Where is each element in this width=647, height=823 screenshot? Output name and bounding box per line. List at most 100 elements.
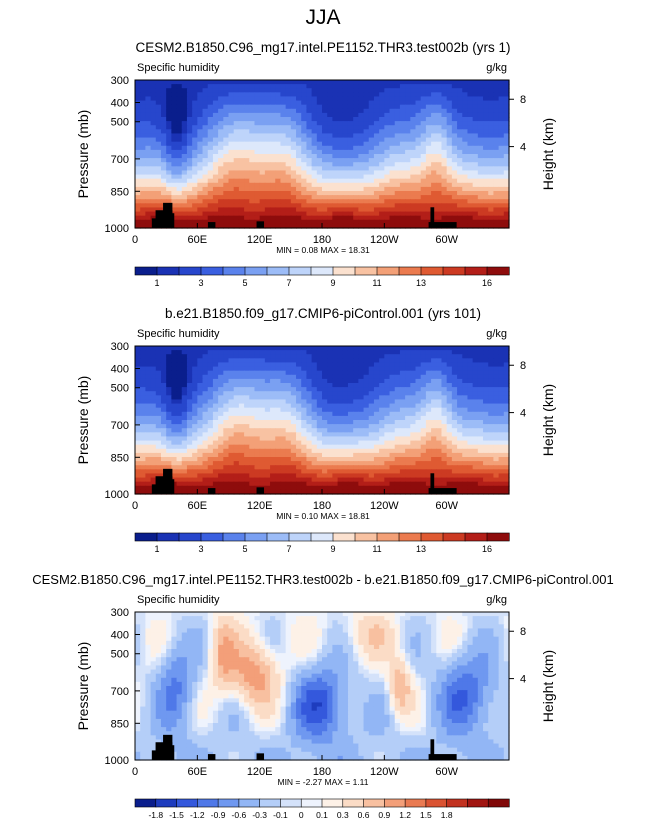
colorbar-swatch <box>178 266 202 276</box>
colorbar-label: 5 <box>242 278 247 288</box>
ytick-label: 400 <box>111 97 129 109</box>
colorbar-swatch <box>446 798 469 808</box>
colorbar-swatch <box>486 532 510 542</box>
colorbar-label: 1.8 <box>441 810 453 820</box>
colorbar-swatch <box>280 798 302 808</box>
xtick-label: 60W <box>435 766 458 778</box>
topography-mask <box>163 734 173 760</box>
colorbar-swatch <box>332 266 356 276</box>
y-axis-right-title: Height (km) <box>540 650 556 722</box>
colorbar-swatch <box>376 266 400 276</box>
topography-mask <box>168 745 175 760</box>
colorbar-swatch <box>238 798 261 808</box>
ytick-label: 850 <box>111 718 129 730</box>
colorbar-swatch <box>217 798 240 808</box>
ytick-label: 1000 <box>105 489 129 501</box>
topography-mask <box>207 222 216 228</box>
panel-title: CESM2.B1850.C96_mg17.intel.PE1152.THR3.t… <box>136 40 511 55</box>
ytick-label: 500 <box>111 117 129 129</box>
colorbar-swatch <box>464 266 488 276</box>
ytick-label: 500 <box>111 649 129 661</box>
topography-mask <box>428 754 457 760</box>
colorbar-swatch <box>354 532 378 542</box>
colorbar-label: 13 <box>416 544 426 554</box>
figure-title: JJA <box>305 6 340 29</box>
colorbar-label: 16 <box>482 544 492 554</box>
xtick-label: 60W <box>435 500 458 512</box>
ytick-label: 300 <box>111 75 129 87</box>
colorbar-swatch <box>197 798 219 808</box>
colorbar-swatch <box>300 798 323 808</box>
colorbar-swatch <box>288 266 312 276</box>
colorbar-label: -0.6 <box>232 810 247 820</box>
topography-mask <box>256 487 265 494</box>
heatmap-field <box>135 612 510 761</box>
panel-middle: b.e21.B1850.f09_g17.CMIP6-piControl.001 … <box>75 306 556 554</box>
colorbar-swatch <box>442 532 466 542</box>
panel-title: CESM2.B1850.C96_mg17.intel.PE1152.THR3.t… <box>32 572 614 587</box>
topography-mask <box>207 754 216 760</box>
colorbar-label: 11 <box>372 544 381 554</box>
colorbar-label: 1.2 <box>399 810 411 820</box>
colorbar-swatch <box>156 532 180 542</box>
colorbar-swatch <box>134 798 157 808</box>
ytick-right-label: 4 <box>520 142 526 154</box>
colorbar-label: 16 <box>482 278 492 288</box>
ytick-label: 500 <box>111 383 129 395</box>
colorbar-swatch <box>134 266 158 276</box>
variable-label: Specific humidity <box>137 328 220 340</box>
colorbar-label: 7 <box>286 278 291 288</box>
colorbar-swatch <box>420 266 444 276</box>
colorbar-swatch <box>442 266 466 276</box>
ytick-label: 700 <box>111 420 129 432</box>
colorbar-swatch <box>134 532 158 542</box>
colorbar-swatch <box>404 798 427 808</box>
y-axis-right-title: Height (km) <box>540 384 556 456</box>
heatmap-field <box>135 346 510 495</box>
colorbar-swatch <box>176 798 198 808</box>
min-max-stats: MIN = -2.27 MAX = 1.11 <box>277 777 368 787</box>
colorbar-swatch <box>363 798 385 808</box>
topography-mask <box>430 207 435 228</box>
units-label: g/kg <box>486 594 507 606</box>
colorbar-label: 1 <box>154 278 159 288</box>
topography-mask <box>430 473 435 494</box>
colorbar-swatch <box>155 798 178 808</box>
colorbar-swatch <box>398 532 422 542</box>
colorbar-swatch <box>486 266 510 276</box>
y-axis-title: Pressure (mb) <box>75 642 91 731</box>
topography-mask <box>256 221 265 228</box>
xtick-label: 120W <box>370 500 399 512</box>
chart-panels: CESM2.B1850.C96_mg17.intel.PE1152.THR3.t… <box>32 40 614 820</box>
colorbar-swatch <box>487 798 510 808</box>
colorbar-swatch <box>332 532 356 542</box>
colorbar-swatch <box>244 532 268 542</box>
topography-mask <box>168 479 175 494</box>
colorbar-label: 7 <box>286 544 291 554</box>
colorbar-swatch <box>464 532 488 542</box>
y-axis-right-title: Height (km) <box>540 118 556 190</box>
topography-mask <box>430 739 435 760</box>
topography-mask <box>256 753 265 760</box>
colorbar: 1 3 5 7 9 11 13 16 <box>134 266 510 288</box>
ytick-label: 700 <box>111 686 129 698</box>
y-axis-title: Pressure (mb) <box>75 110 91 199</box>
heatmap-field <box>135 80 510 229</box>
colorbar-label: 3 <box>198 544 203 554</box>
colorbar-swatch <box>354 266 378 276</box>
colorbar-label: 3 <box>198 278 203 288</box>
panel-top: CESM2.B1850.C96_mg17.intel.PE1152.THR3.t… <box>75 40 556 288</box>
colorbar-swatch <box>376 532 400 542</box>
xtick-label: 60E <box>188 234 208 246</box>
xtick-label: 180 <box>313 234 331 246</box>
colorbar: 1 3 5 7 9 11 13 16 <box>134 532 510 554</box>
topography-mask <box>163 468 173 494</box>
xtick-label: 0 <box>132 234 138 246</box>
panel-difference: CESM2.B1850.C96_mg17.intel.PE1152.THR3.t… <box>32 572 614 820</box>
xtick-label: 120W <box>370 234 399 246</box>
colorbar-label: 11 <box>372 278 381 288</box>
ytick-label: 850 <box>111 186 129 198</box>
colorbar-swatch <box>266 532 290 542</box>
colorbar-swatch <box>310 532 334 542</box>
